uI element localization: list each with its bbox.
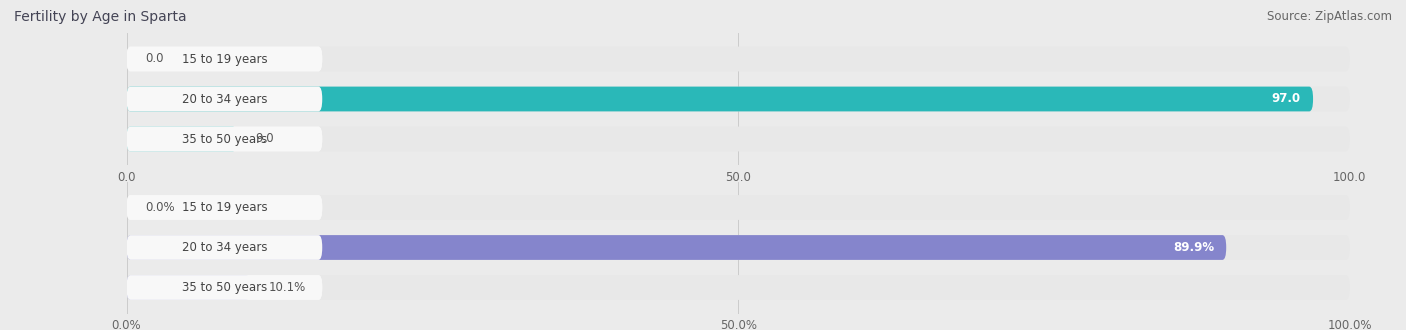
- FancyBboxPatch shape: [127, 86, 322, 112]
- FancyBboxPatch shape: [127, 195, 322, 220]
- Text: Source: ZipAtlas.com: Source: ZipAtlas.com: [1267, 10, 1392, 23]
- FancyBboxPatch shape: [127, 47, 322, 71]
- FancyBboxPatch shape: [127, 127, 322, 151]
- Text: 15 to 19 years: 15 to 19 years: [181, 52, 267, 65]
- Text: 0.0%: 0.0%: [145, 201, 174, 214]
- FancyBboxPatch shape: [127, 195, 322, 220]
- FancyBboxPatch shape: [127, 235, 322, 260]
- FancyBboxPatch shape: [127, 86, 1350, 112]
- FancyBboxPatch shape: [127, 127, 322, 151]
- FancyBboxPatch shape: [127, 275, 1350, 300]
- Text: 20 to 34 years: 20 to 34 years: [181, 92, 267, 106]
- Text: 35 to 50 years: 35 to 50 years: [181, 281, 267, 294]
- Text: 9.0: 9.0: [254, 133, 274, 146]
- Text: 35 to 50 years: 35 to 50 years: [181, 133, 267, 146]
- Text: Fertility by Age in Sparta: Fertility by Age in Sparta: [14, 10, 187, 24]
- Text: 10.1%: 10.1%: [269, 281, 305, 294]
- FancyBboxPatch shape: [127, 275, 322, 300]
- Text: 97.0: 97.0: [1271, 92, 1301, 106]
- FancyBboxPatch shape: [127, 235, 1350, 260]
- FancyBboxPatch shape: [127, 127, 236, 151]
- Text: 15 to 19 years: 15 to 19 years: [181, 201, 267, 214]
- FancyBboxPatch shape: [127, 47, 322, 71]
- Text: 0.0: 0.0: [145, 52, 163, 65]
- FancyBboxPatch shape: [127, 127, 1350, 151]
- Text: 20 to 34 years: 20 to 34 years: [181, 241, 267, 254]
- FancyBboxPatch shape: [127, 86, 322, 112]
- FancyBboxPatch shape: [127, 235, 1226, 260]
- FancyBboxPatch shape: [127, 275, 322, 300]
- FancyBboxPatch shape: [127, 86, 1313, 112]
- FancyBboxPatch shape: [127, 275, 250, 300]
- FancyBboxPatch shape: [127, 235, 322, 260]
- FancyBboxPatch shape: [127, 195, 1350, 220]
- Text: 89.9%: 89.9%: [1173, 241, 1213, 254]
- FancyBboxPatch shape: [127, 47, 1350, 71]
